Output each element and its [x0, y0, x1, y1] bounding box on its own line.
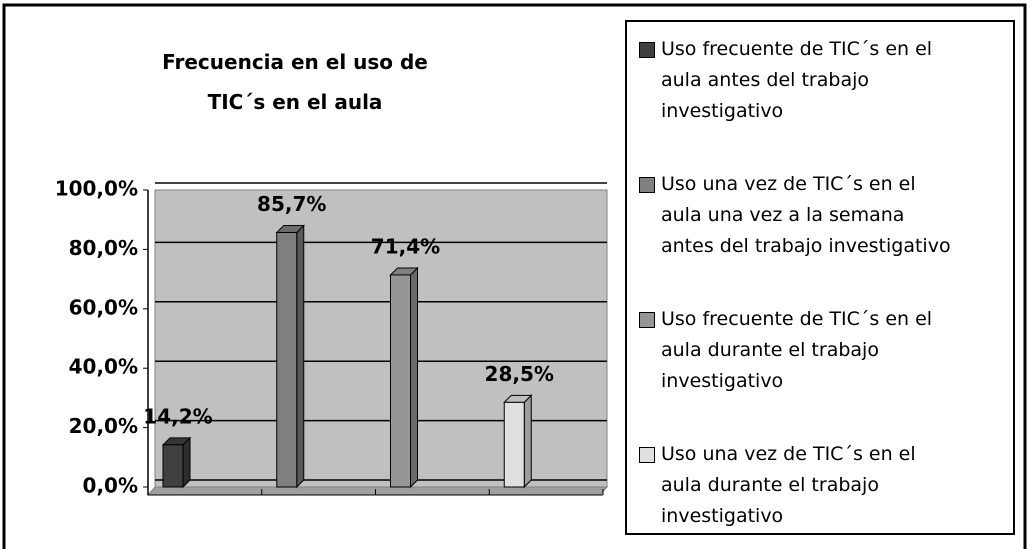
y-tick-label: 0,0%: [83, 474, 138, 498]
data-label: 71,4%: [371, 234, 440, 258]
legend-swatch: [639, 177, 655, 193]
bar-side: [410, 266, 418, 489]
legend-label: Uso una vez de TIC´s en el aula una vez …: [661, 173, 951, 257]
bar-side: [182, 436, 191, 489]
legend-label: Uso frecuente de TIC´s en el aula antes …: [661, 38, 933, 122]
bar: [503, 401, 525, 488]
bar: [276, 231, 298, 488]
bar: [390, 274, 411, 488]
bar-side: [296, 224, 305, 489]
data-label: 85,7%: [257, 192, 326, 216]
data-label: 14,2%: [143, 404, 212, 428]
y-tick-label: 20,0%: [69, 414, 138, 438]
y-tick-label: 80,0%: [69, 236, 138, 260]
bar-side: [523, 394, 532, 489]
legend-label: Uso frecuente de TIC´s en el aula durant…: [661, 308, 933, 392]
legend: Uso frecuente de TIC´s en el aula antes …: [625, 20, 1015, 535]
frame: [2, 3, 1027, 549]
chart-title: Frecuencia en el uso de TIC´s en el aula: [162, 50, 428, 114]
y-tick-label: 40,0%: [69, 355, 138, 379]
bar: [162, 444, 184, 488]
legend-label: Uso una vez de TIC´s en el aula durante …: [661, 443, 916, 527]
y-tick-label: 60,0%: [69, 295, 138, 319]
y-tick-label: 100,0%: [55, 177, 138, 201]
data-label: 28,5%: [485, 362, 554, 386]
legend-swatch: [639, 42, 655, 58]
legend-swatch: [639, 312, 655, 328]
plot-floor: [146, 486, 609, 496]
legend-swatch: [639, 447, 655, 463]
